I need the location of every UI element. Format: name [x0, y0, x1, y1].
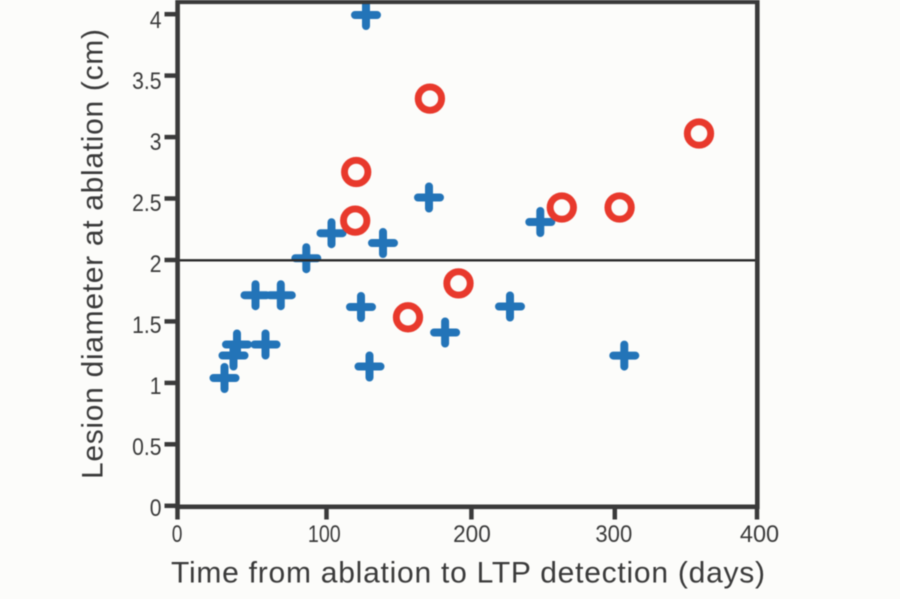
svg-text:0: 0 [172, 520, 183, 548]
svg-text:3: 3 [150, 129, 162, 156]
svg-text:3.5: 3.5 [132, 68, 161, 95]
svg-text:2: 2 [150, 251, 162, 278]
svg-text:2.5: 2.5 [132, 190, 161, 217]
svg-text:300: 300 [595, 520, 632, 547]
svg-text:200: 200 [453, 520, 491, 547]
svg-text:4: 4 [150, 7, 162, 34]
svg-text:1.5: 1.5 [132, 312, 161, 339]
svg-text:Time from ablation to LTP dete: Time from ablation to LTP detection (day… [171, 557, 765, 590]
svg-text:0: 0 [150, 495, 162, 522]
svg-text:0.5: 0.5 [132, 434, 161, 461]
svg-text:Lesion diameter at ablation (c: Lesion diameter at ablation (cm) [77, 29, 110, 479]
svg-text:100: 100 [308, 520, 341, 547]
svg-text:400: 400 [740, 521, 779, 548]
svg-text:1: 1 [150, 373, 162, 400]
